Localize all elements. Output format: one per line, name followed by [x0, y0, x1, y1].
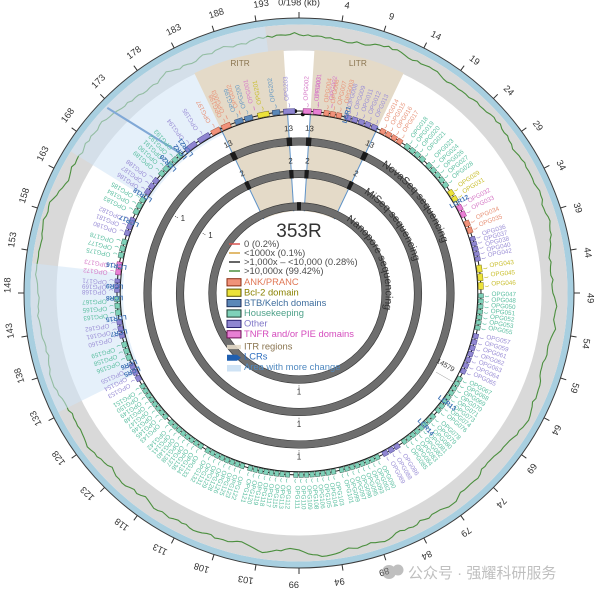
svg-text:1: 1 [181, 214, 186, 223]
svg-text:OPG167: OPG167 [82, 297, 107, 305]
svg-text:59: 59 [568, 382, 581, 395]
svg-text:44: 44 [582, 247, 593, 259]
svg-text:64: 64 [550, 423, 564, 437]
svg-text:103: 103 [237, 574, 254, 586]
svg-text:34: 34 [554, 158, 568, 172]
svg-text:>10,000x (99.42%): >10,000x (99.42%) [244, 265, 323, 276]
svg-text:BTB/Kelch domains: BTB/Kelch domains [244, 297, 327, 308]
svg-text:TNFR and/or PIE domains: TNFR and/or PIE domains [244, 328, 354, 339]
svg-text:公众号 · 强耀科研服务: 公众号 · 强耀科研服务 [408, 565, 556, 582]
svg-text:OPG203: OPG203 [282, 76, 290, 101]
svg-text:39: 39 [572, 201, 585, 214]
svg-text:Area with more change: Area with more change [244, 361, 340, 372]
svg-text:99: 99 [289, 580, 299, 589]
svg-text:1: 1 [208, 231, 213, 240]
svg-text:Bcl-2 domain: Bcl-2 domain [244, 286, 299, 297]
svg-text:ANK/PRANC: ANK/PRANC [244, 276, 299, 287]
svg-text:OPG046: OPG046 [491, 280, 516, 288]
svg-text:Housekeeping: Housekeeping [244, 307, 304, 318]
svg-text:LCR8: LCR8 [106, 294, 124, 301]
svg-text:84: 84 [420, 548, 434, 562]
svg-text:1: 1 [297, 452, 302, 461]
svg-text:13: 13 [305, 124, 315, 134]
svg-text:143: 143 [4, 322, 16, 339]
svg-text:1: 1 [297, 420, 302, 429]
svg-text:OPG002: OPG002 [303, 75, 311, 100]
svg-text:148: 148 [2, 277, 12, 293]
svg-text:RITR: RITR [230, 58, 249, 68]
svg-text:4: 4 [344, 0, 351, 11]
svg-text:LITR: LITR [349, 58, 367, 68]
svg-text:0/198 (kb): 0/198 (kb) [278, 0, 320, 7]
svg-text:54: 54 [580, 338, 591, 350]
svg-text:188: 188 [207, 6, 225, 20]
svg-text:OPG111: OPG111 [293, 485, 300, 509]
svg-text:9: 9 [388, 11, 396, 22]
svg-text:353R: 353R [276, 221, 321, 242]
svg-text:1: 1 [297, 387, 302, 396]
svg-text:LCR9: LCR9 [106, 282, 124, 290]
svg-text:138: 138 [12, 367, 26, 385]
svg-text:153: 153 [6, 231, 18, 248]
svg-text:94: 94 [334, 576, 346, 587]
svg-text:Other: Other [244, 318, 267, 329]
svg-text:193: 193 [253, 0, 270, 10]
svg-text:49: 49 [586, 293, 596, 303]
svg-text:13: 13 [284, 124, 294, 134]
svg-text:14: 14 [429, 29, 443, 43]
